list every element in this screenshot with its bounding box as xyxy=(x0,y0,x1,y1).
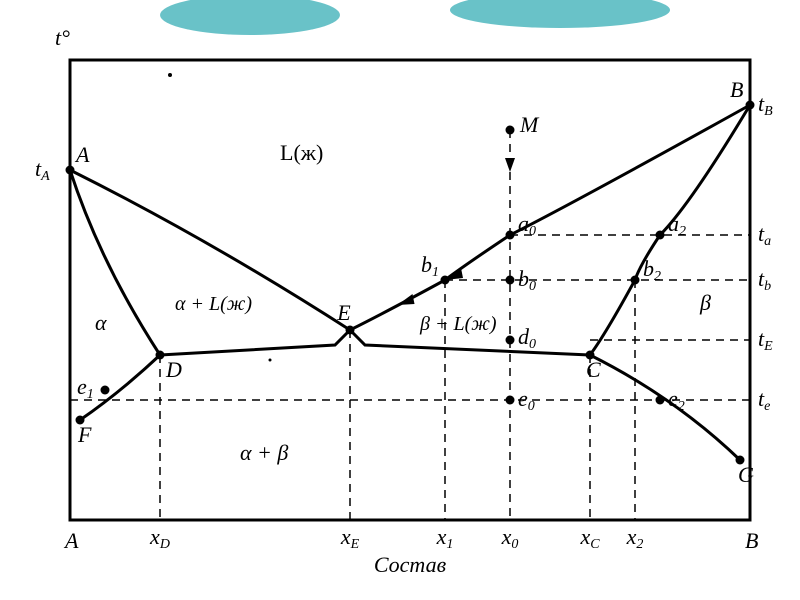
svg-text:x1: x1 xyxy=(436,524,454,552)
svg-text:e2: e2 xyxy=(668,386,685,414)
svg-text:Состав: Состав xyxy=(374,552,447,577)
svg-text:t°: t° xyxy=(55,25,70,50)
svg-text:tB: tB xyxy=(758,91,773,119)
svg-text:M: M xyxy=(519,112,540,137)
svg-text:F: F xyxy=(77,422,92,447)
svg-text:te: te xyxy=(758,386,770,414)
svg-text:β: β xyxy=(699,290,711,315)
svg-text:α + L(ж): α + L(ж) xyxy=(175,293,252,315)
svg-text:α + β: α + β xyxy=(240,440,288,465)
svg-text:b0: b0 xyxy=(518,266,536,294)
svg-text:x0: x0 xyxy=(501,524,519,552)
svg-text:ta: ta xyxy=(758,221,771,249)
svg-text:a0: a0 xyxy=(518,211,536,239)
svg-text:d0: d0 xyxy=(518,324,536,352)
svg-text:tA: tA xyxy=(35,156,50,184)
svg-text:E: E xyxy=(336,300,351,325)
svg-text:e1: e1 xyxy=(77,374,94,402)
svg-text:xE: xE xyxy=(340,524,360,552)
svg-text:e0: e0 xyxy=(518,386,535,414)
svg-text:D: D xyxy=(165,357,182,382)
svg-text:A: A xyxy=(63,528,79,553)
svg-text:a2: a2 xyxy=(668,211,686,239)
svg-text:B: B xyxy=(745,528,758,553)
svg-text:A: A xyxy=(74,142,90,167)
svg-text:x2: x2 xyxy=(626,524,644,552)
svg-text:L(ж): L(ж) xyxy=(280,140,323,165)
svg-text:tb: tb xyxy=(758,266,771,294)
svg-text:B: B xyxy=(730,77,743,102)
svg-text:C: C xyxy=(586,357,601,382)
svg-text:G: G xyxy=(738,462,754,487)
svg-text:xD: xD xyxy=(149,524,170,552)
svg-text:α: α xyxy=(95,310,107,335)
svg-text:tE: tE xyxy=(758,326,773,354)
svg-text:b2: b2 xyxy=(643,256,661,284)
svg-text:β + L(ж): β + L(ж) xyxy=(419,313,497,335)
svg-text:xC: xC xyxy=(579,524,600,552)
svg-text:b1: b1 xyxy=(421,252,439,280)
